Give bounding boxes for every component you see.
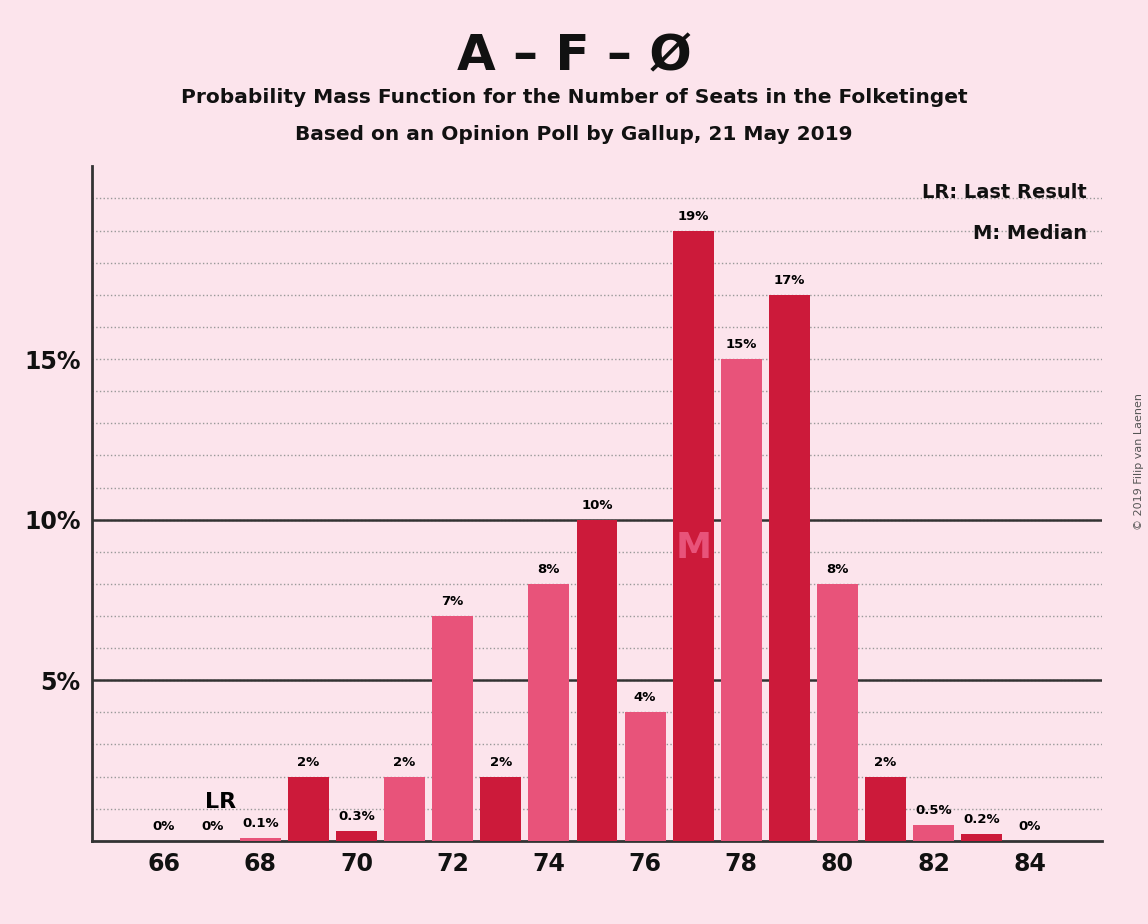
Text: 19%: 19% [677, 210, 708, 223]
Text: LR: Last Result: LR: Last Result [922, 183, 1087, 202]
Bar [432, 616, 473, 841]
Bar [673, 231, 714, 841]
Text: A – F – Ø: A – F – Ø [457, 32, 691, 80]
Bar [288, 776, 328, 841]
Text: 0%: 0% [153, 820, 176, 833]
Text: 2%: 2% [394, 756, 416, 769]
Text: 0.2%: 0.2% [963, 813, 1000, 826]
Text: 10%: 10% [581, 499, 613, 512]
Bar [914, 825, 954, 841]
Text: LR: LR [205, 792, 236, 812]
Text: 2%: 2% [297, 756, 319, 769]
Bar [336, 832, 377, 841]
Text: 0.5%: 0.5% [915, 804, 952, 817]
Bar [961, 834, 1002, 841]
Text: 7%: 7% [442, 595, 464, 608]
Text: 8%: 8% [537, 563, 560, 576]
Text: 15%: 15% [726, 338, 757, 351]
Bar [769, 295, 809, 841]
Text: 0%: 0% [201, 820, 224, 833]
Text: Probability Mass Function for the Number of Seats in the Folketinget: Probability Mass Function for the Number… [180, 88, 968, 107]
Text: M: Median: M: Median [972, 224, 1087, 243]
Text: 0.3%: 0.3% [338, 810, 374, 823]
Text: 8%: 8% [827, 563, 848, 576]
Text: M: M [675, 531, 711, 565]
Bar [528, 584, 569, 841]
Text: 2%: 2% [875, 756, 897, 769]
Text: 4%: 4% [634, 691, 657, 704]
Bar [866, 776, 906, 841]
Bar [817, 584, 858, 841]
Text: 2%: 2% [489, 756, 512, 769]
Text: © 2019 Filip van Laenen: © 2019 Filip van Laenen [1134, 394, 1143, 530]
Text: 0.1%: 0.1% [242, 817, 279, 830]
Bar [240, 838, 280, 841]
Text: Based on an Opinion Poll by Gallup, 21 May 2019: Based on an Opinion Poll by Gallup, 21 M… [295, 125, 853, 144]
Bar [576, 519, 618, 841]
Bar [385, 776, 425, 841]
Bar [480, 776, 521, 841]
Text: 0%: 0% [1018, 820, 1041, 833]
Bar [721, 359, 762, 841]
Text: 17%: 17% [774, 274, 805, 286]
Bar [625, 712, 666, 841]
